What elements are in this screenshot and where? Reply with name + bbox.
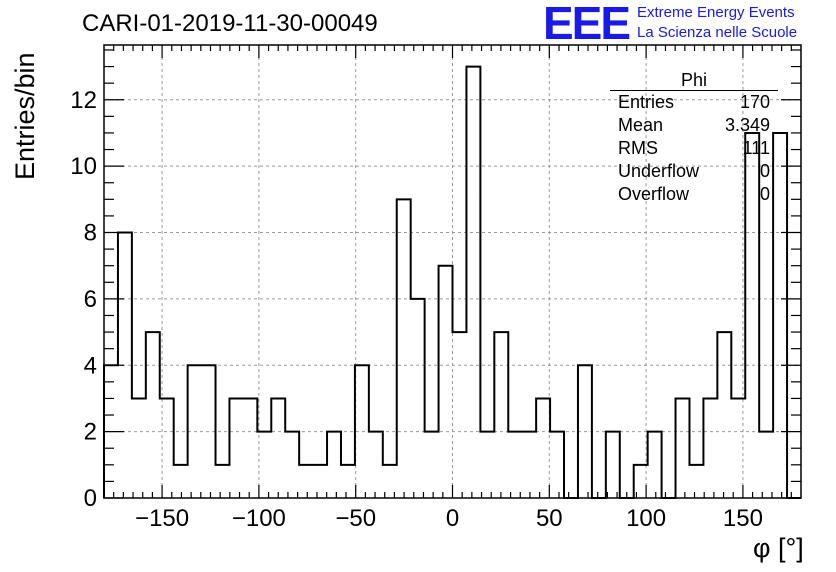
stats-value: 170 [739,92,770,112]
y-tick-label: 10 [70,153,97,180]
stats-label: Entries [618,92,675,112]
y-tick-label: 4 [84,352,97,379]
histogram-bin [355,365,369,498]
stats-row-overflow: Overflow 0 [610,183,778,206]
histogram-bin [243,398,257,498]
stats-label: Overflow [618,184,690,204]
eee-logo: EEE [543,0,631,49]
stats-value: 3.349 [724,115,770,135]
stats-box: Phi Entries 170 Mean 3.349 RMS 111 Under… [610,70,778,206]
histogram-bin [453,332,467,498]
x-tick-label: 150 [723,505,763,532]
stats-value: 111 [742,138,770,158]
histogram-bin [648,432,662,498]
histogram-bin [327,432,341,498]
histogram-outline [103,65,801,499]
histogram-bin [271,398,285,498]
stats-row-entries: Entries 170 [610,91,778,114]
stats-value: 0 [759,161,770,181]
histogram-bin [536,398,550,498]
histogram-bin [522,432,536,498]
histogram-bin [341,465,355,498]
y-axis-label: Entries/bin [10,52,40,180]
histogram-bin [578,365,592,498]
histogram-bin [731,398,745,498]
y-tick-labels: 0 2 4 6 8 10 12 [70,87,97,512]
x-tick-label: 50 [536,505,563,532]
x-tick-label: 0 [446,505,459,532]
logo-line-1: Extreme Energy Events [637,4,795,21]
y-tick-label: 12 [70,87,97,114]
histogram-bin [313,465,327,498]
histogram-bin [146,332,160,498]
logo-line-2: La Scienza nelle Scuole [637,24,798,41]
histogram-bin [202,365,216,498]
y-tick-label: 8 [84,220,97,247]
stats-row-underflow: Underflow 0 [610,160,778,183]
histogram-bin [411,299,425,498]
histogram-bin [285,432,299,498]
x-tick-label: −150 [135,505,189,532]
histogram-bin [425,432,439,498]
histogram-bin [174,465,188,498]
x-tick-label: 100 [626,505,666,532]
histogram-bin [703,398,717,498]
x-tick-label: −100 [232,505,286,532]
histogram-bin [689,465,703,498]
stats-row-mean: Mean 3.349 [610,114,778,137]
histogram-bin [480,432,494,498]
axis-ticks [104,45,801,499]
stats-label: RMS [618,138,658,158]
histogram-bin [606,432,620,498]
histogram-bin [229,398,243,498]
histogram-bin [439,266,453,498]
stats-value: 0 [759,184,770,204]
histogram-bin [369,432,383,498]
stats-label: Mean [618,115,664,135]
chart-title: CARI-01-2019-11-30-00049 [82,10,378,37]
histogram-bin [494,332,508,498]
histogram-bin [160,398,174,498]
x-tick-label: −50 [335,505,376,532]
histogram-bin [466,67,480,498]
histogram-bin [717,332,731,498]
stats-row-rms: RMS 111 [610,137,778,160]
histogram-bin [216,465,230,498]
histogram-bin [397,199,411,498]
y-tick-label: 0 [84,485,97,512]
histogram-bin [676,398,690,498]
histogram-bin [132,398,146,498]
histogram-bin [508,432,522,498]
stats-title: Phi [610,70,778,91]
x-axis-label: φ [°] [753,533,804,563]
y-tick-label: 6 [84,286,97,313]
histogram-bin [759,432,773,498]
histogram-bin [299,465,313,498]
y-tick-label: 2 [84,419,97,446]
stats-label: Underflow [618,161,700,181]
histogram-bin [188,365,202,498]
x-tick-labels: −150 −100 −50 0 50 100 150 [135,505,763,532]
histogram-bin [550,432,564,498]
